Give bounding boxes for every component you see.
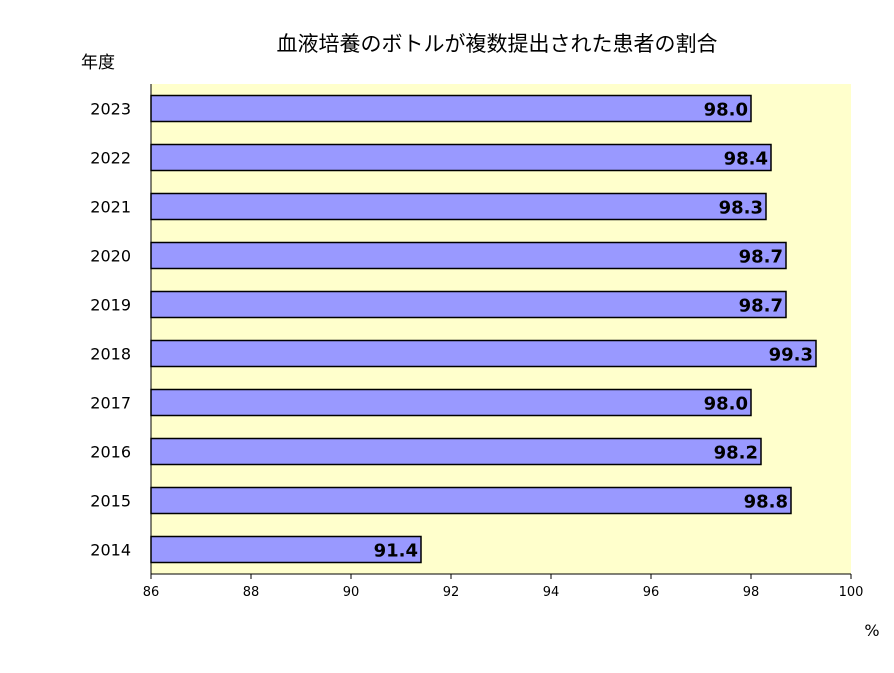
bar xyxy=(150,290,787,319)
x-tick-label: 92 xyxy=(443,585,460,600)
y-tick-label: 2014 xyxy=(90,541,131,560)
y-tick-labels: 2023 2022 2021 2020 2019 2018 2017 2016 2015 2014 xyxy=(90,100,131,560)
bar xyxy=(150,143,772,172)
chart-title: 血液培養のボトルが複数提出された患者の割合 xyxy=(277,32,718,56)
y-tick-label: 2019 xyxy=(90,296,131,315)
bar xyxy=(150,241,787,270)
data-label: 98.7 xyxy=(739,247,783,268)
x-tick-label: 94 xyxy=(543,585,560,600)
x-tick-label: 98 xyxy=(743,585,760,600)
x-axis-unit: % xyxy=(864,621,879,640)
y-tick-label: 2015 xyxy=(90,492,131,511)
x-tick-label: 88 xyxy=(243,585,260,600)
data-label: 99.3 xyxy=(769,345,813,366)
bar xyxy=(150,388,752,417)
y-tick-label: 2021 xyxy=(90,198,131,217)
bar xyxy=(150,192,767,221)
x-tick-label: 86 xyxy=(143,585,160,600)
data-label: 98.4 xyxy=(724,149,768,170)
y-tick-label: 2020 xyxy=(90,247,131,266)
bar xyxy=(150,437,762,466)
bar xyxy=(150,94,752,123)
y-axis-label: 年度 xyxy=(81,53,115,73)
data-label: 98.7 xyxy=(739,296,783,317)
data-label: 98.8 xyxy=(744,492,788,513)
data-label: 98.0 xyxy=(704,100,748,121)
x-tick-labels: 86 88 90 92 94 96 98 100 xyxy=(143,574,864,600)
y-tick-label: 2017 xyxy=(90,394,131,413)
data-label: 98.2 xyxy=(714,443,758,464)
data-label: 98.0 xyxy=(704,394,748,415)
x-tick-label: 90 xyxy=(343,585,360,600)
y-tick-label: 2022 xyxy=(90,149,131,168)
bar xyxy=(150,486,792,515)
x-tick-label: 96 xyxy=(643,585,660,600)
bars-group: 98.0 98.4 98.3 98.7 98.7 99.3 98.0 98.2 98.8 91.4 xyxy=(150,94,817,564)
data-label: 98.3 xyxy=(719,198,763,219)
y-tick-label: 2018 xyxy=(90,345,131,364)
bar xyxy=(150,339,817,368)
y-tick-label: 2023 xyxy=(90,100,131,119)
y-tick-label: 2016 xyxy=(90,443,131,462)
x-tick-label: 100 xyxy=(839,585,864,600)
data-label: 91.4 xyxy=(374,541,418,562)
